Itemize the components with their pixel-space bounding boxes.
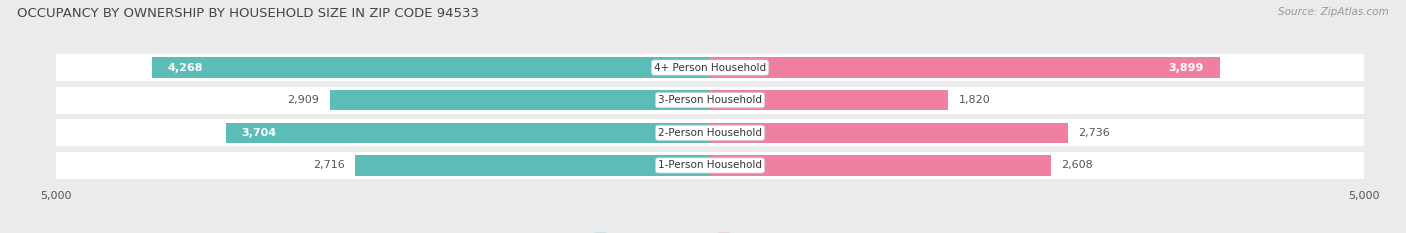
Bar	[56, 87, 710, 113]
Text: 4,268: 4,268	[167, 63, 202, 72]
Text: 2,909: 2,909	[287, 95, 319, 105]
Text: 2,716: 2,716	[312, 161, 344, 170]
Bar	[56, 152, 710, 179]
Bar	[354, 155, 710, 175]
Bar	[710, 152, 1364, 179]
Legend: Owner-occupied, Renter-occupied: Owner-occupied, Renter-occupied	[591, 229, 830, 233]
Text: 1,820: 1,820	[959, 95, 990, 105]
Bar	[710, 123, 1067, 143]
Text: OCCUPANCY BY OWNERSHIP BY HOUSEHOLD SIZE IN ZIP CODE 94533: OCCUPANCY BY OWNERSHIP BY HOUSEHOLD SIZE…	[17, 7, 479, 20]
Bar	[226, 123, 710, 143]
Bar	[710, 87, 1364, 113]
Bar	[56, 54, 710, 81]
Bar	[56, 120, 710, 146]
Bar	[56, 54, 710, 81]
Text: 2-Person Household: 2-Person Household	[658, 128, 762, 138]
Text: 2,736: 2,736	[1078, 128, 1109, 138]
Bar	[710, 58, 1220, 78]
Bar	[710, 87, 1364, 113]
Bar	[710, 152, 1364, 179]
Text: 3-Person Household: 3-Person Household	[658, 95, 762, 105]
Bar	[56, 120, 710, 146]
Bar	[710, 54, 1364, 81]
Bar	[56, 152, 710, 179]
Bar	[329, 90, 710, 110]
Text: 3,899: 3,899	[1168, 63, 1204, 72]
Bar	[710, 120, 1364, 146]
Bar	[710, 90, 948, 110]
Text: 4+ Person Household: 4+ Person Household	[654, 63, 766, 72]
Bar	[710, 120, 1364, 146]
Bar	[710, 54, 1364, 81]
Bar	[152, 58, 710, 78]
Text: 2,608: 2,608	[1062, 161, 1094, 170]
Text: Source: ZipAtlas.com: Source: ZipAtlas.com	[1278, 7, 1389, 17]
Text: 1-Person Household: 1-Person Household	[658, 161, 762, 170]
Bar	[710, 155, 1052, 175]
Text: 3,704: 3,704	[242, 128, 277, 138]
Bar	[56, 87, 710, 113]
